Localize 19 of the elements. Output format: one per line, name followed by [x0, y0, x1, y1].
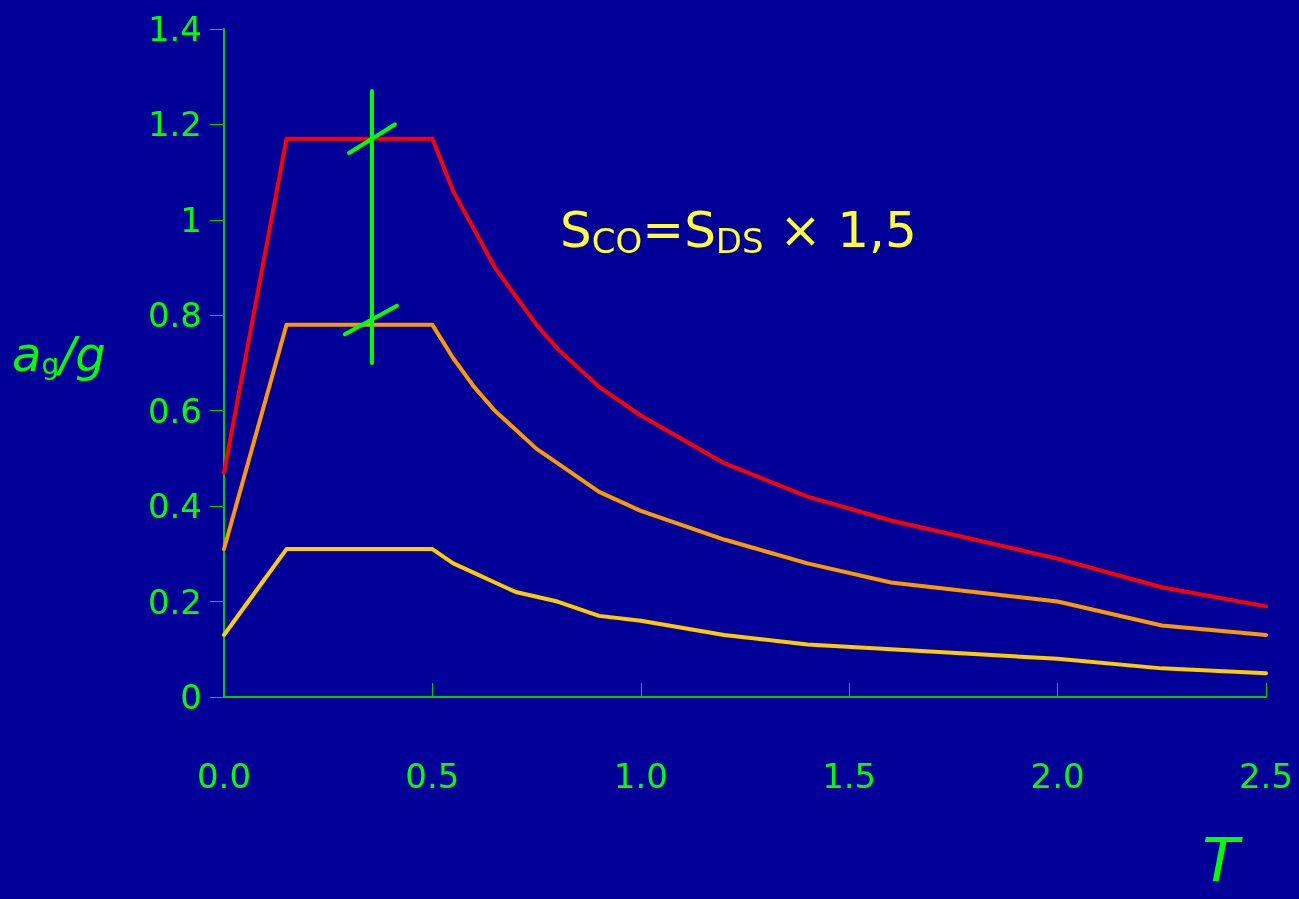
y-tick-label: 1 — [180, 199, 202, 240]
x-tick-label: 2.5 — [1238, 756, 1294, 796]
y-tick-label: 0.6 — [147, 390, 202, 431]
y-tick-label: 1.2 — [147, 104, 202, 145]
y-tick-label: 0 — [180, 677, 202, 717]
x-tick-label: 2.0 — [1030, 756, 1085, 796]
y-axis-title: ag/g — [12, 326, 106, 382]
line-series — [222, 547, 1268, 676]
y-tick-label: 0.8 — [147, 295, 202, 336]
x-tick-label: 0.5 — [405, 756, 460, 796]
y-tick-label: 0.4 — [147, 486, 202, 527]
x-tick-label: 1.0 — [613, 756, 668, 796]
line-series — [222, 136, 1268, 609]
y-tick-label: 0.2 — [147, 581, 202, 622]
x-axis-title: T — [1202, 825, 1244, 895]
line-series — [222, 322, 1268, 637]
x-tick-label: 1.5 — [822, 756, 877, 796]
y-tick-label: 1.4 — [147, 9, 202, 49]
x-tick-label: 0.0 — [196, 756, 252, 796]
